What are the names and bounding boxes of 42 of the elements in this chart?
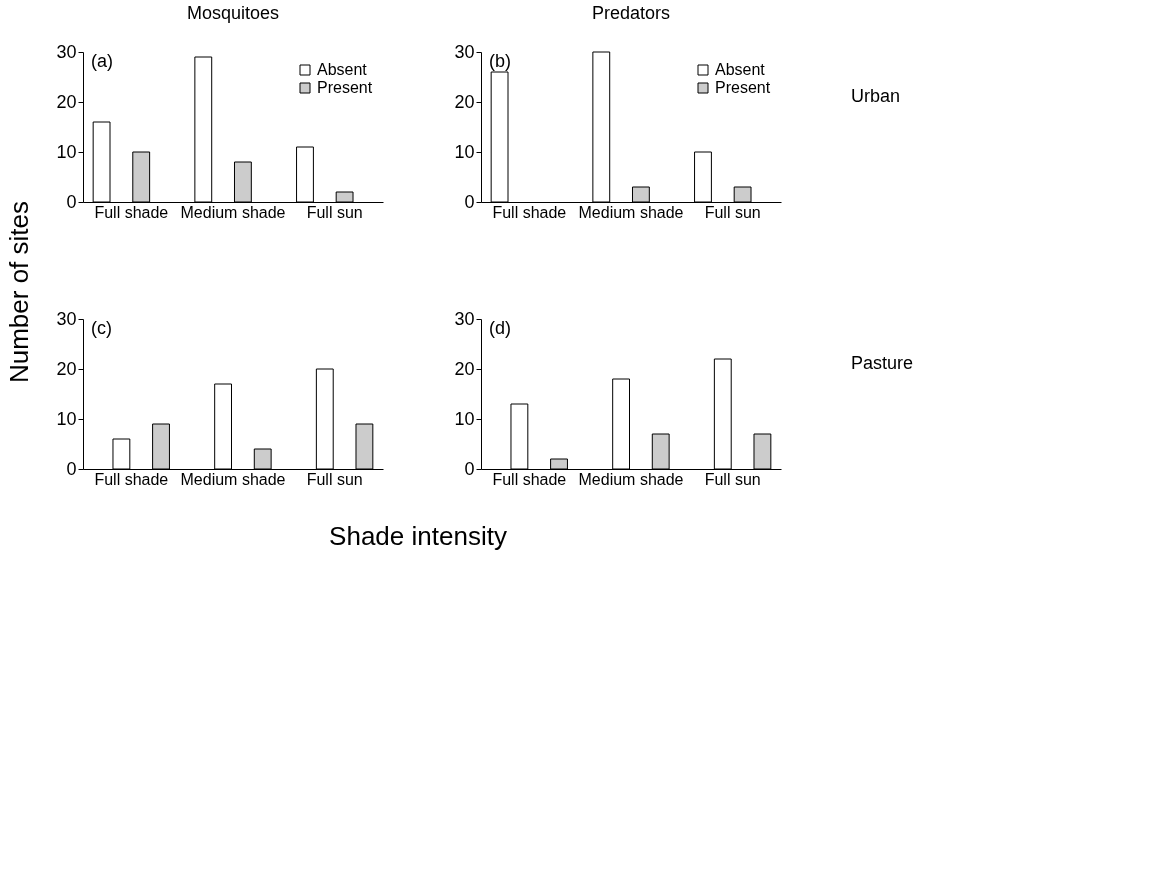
y-tick-label: 30 xyxy=(56,308,77,329)
legend-label: Absent xyxy=(317,61,368,78)
y-tick-label: 0 xyxy=(66,191,77,212)
chart-title: Mosquitoes xyxy=(186,3,280,23)
y-tick-label: 0 xyxy=(464,458,475,479)
y-tick-label: 20 xyxy=(454,358,475,379)
x-tick-label: Full sun xyxy=(306,203,363,221)
legend-label: Absent xyxy=(715,61,766,78)
chart-title: Predators xyxy=(591,3,671,23)
annotation: (c) xyxy=(91,318,112,338)
y-tick-label: 10 xyxy=(454,408,475,429)
y-tick-label: 10 xyxy=(56,408,77,429)
y-tick-label: 10 xyxy=(56,141,77,162)
x-tick-label: Full sun xyxy=(704,203,761,221)
x-tick-label: Full shade xyxy=(94,203,169,221)
x-tick-label: Full shade xyxy=(94,470,169,488)
y-tick-label: 20 xyxy=(56,358,77,379)
x-tick-label: Medium shade xyxy=(180,203,286,221)
y-tick-label: 30 xyxy=(454,308,475,329)
x-tick-label: Full shade xyxy=(492,203,567,221)
y-tick-label: 10 xyxy=(454,141,475,162)
x-tick-label: Medium shade xyxy=(180,470,286,488)
legend-label: Present xyxy=(715,79,771,96)
y-axis-title: Number of sites xyxy=(4,200,34,384)
annotation: (d) xyxy=(489,318,511,338)
y-tick-label: 20 xyxy=(454,91,475,112)
x-tick-label: Medium shade xyxy=(578,203,684,221)
text: Pasture xyxy=(851,353,914,373)
x-tick-label: Full shade xyxy=(492,470,567,488)
x-tick-label: Full sun xyxy=(306,470,363,488)
x-tick-label: Full sun xyxy=(704,470,761,488)
x-axis-title: Shade intensity xyxy=(329,521,507,551)
annotation: (b) xyxy=(489,51,511,71)
text: Urban xyxy=(851,86,901,106)
y-tick-label: 20 xyxy=(56,91,77,112)
y-tick-label: 0 xyxy=(464,191,475,212)
annotation: (a) xyxy=(91,51,113,71)
y-tick-label: 30 xyxy=(56,41,77,62)
legend-label: Present xyxy=(317,79,373,96)
x-tick-label: Medium shade xyxy=(578,470,684,488)
y-tick-label: 30 xyxy=(454,41,475,62)
y-tick-label: 0 xyxy=(66,458,77,479)
